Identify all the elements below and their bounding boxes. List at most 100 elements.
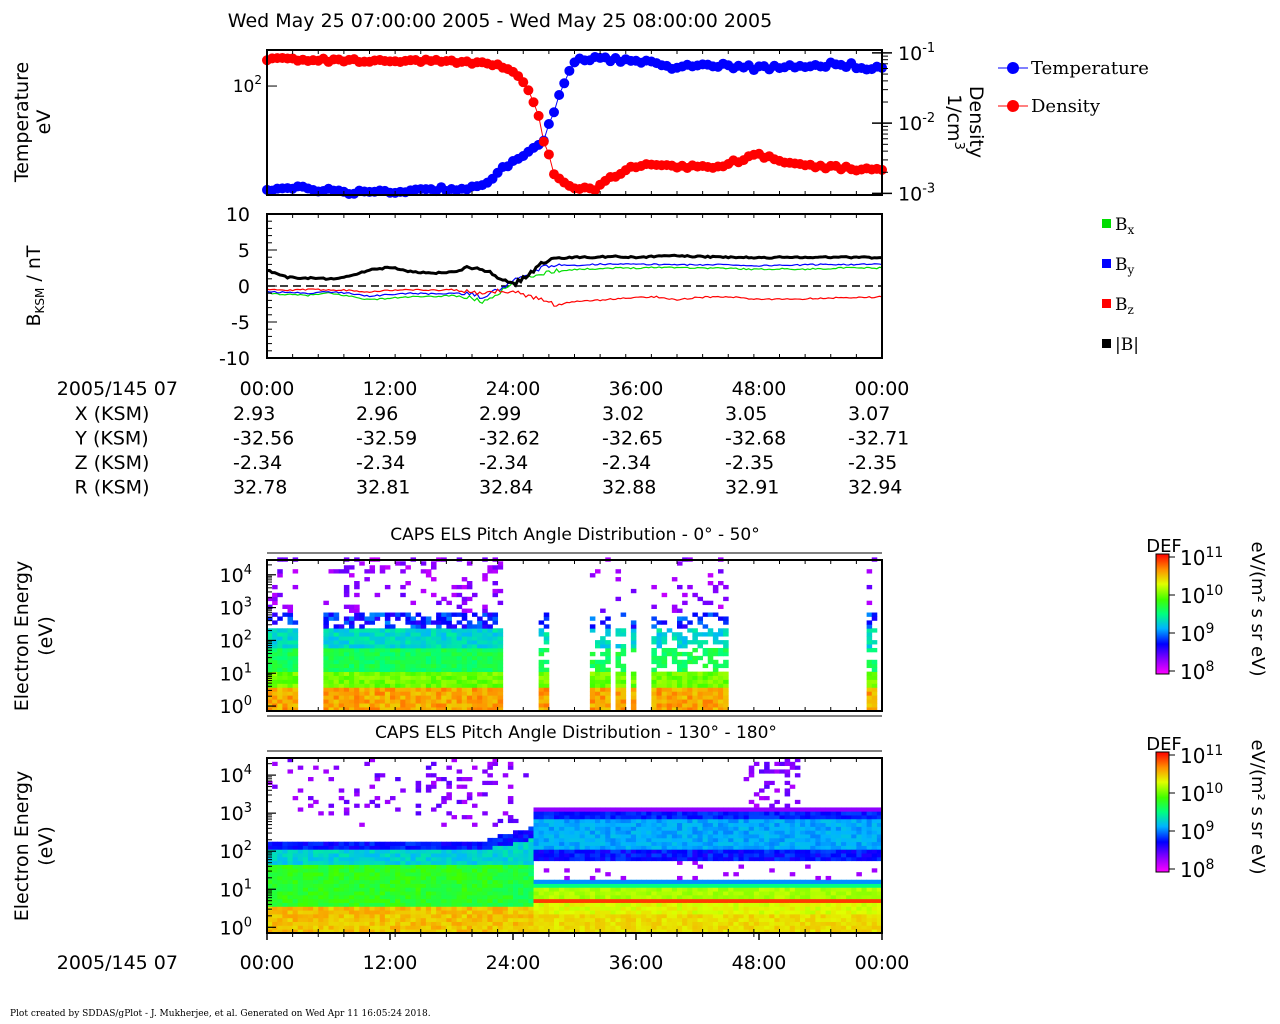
- spectrogram-cell: [287, 872, 294, 877]
- spectrogram-cell: [390, 856, 396, 862]
- spectrogram-cell: [707, 703, 714, 708]
- spectrogram-cell: [451, 875, 458, 881]
- spectrogram-cell: [436, 655, 442, 661]
- spectrogram-cell: [420, 663, 427, 669]
- spectrogram-cell: [543, 675, 550, 680]
- spectrogram-cell: [671, 891, 678, 896]
- spectrogram-cell: [630, 902, 637, 907]
- spectrogram-cell: [656, 695, 663, 700]
- spectrogram-cell: [461, 799, 468, 805]
- spectrogram-cell: [630, 644, 637, 649]
- spectrogram-cell: [595, 837, 601, 843]
- spectrogram-cell: [384, 616, 391, 621]
- spectrogram-cell: [277, 891, 283, 896]
- spectrogram-cell: [651, 879, 657, 884]
- spectrogram-cell: [400, 925, 406, 930]
- spectrogram-cell: [584, 894, 591, 900]
- spectrogram-cell: [405, 860, 411, 865]
- spectrogram-cell: [697, 703, 704, 708]
- spectrogram-cell: [282, 868, 288, 873]
- by-line: [266, 262, 883, 299]
- spectrogram-cell: [338, 860, 345, 865]
- spectrogram-cell: [349, 675, 355, 680]
- spectrogram-cell: [359, 906, 365, 911]
- spectrogram-cell: [569, 841, 575, 846]
- spectrogram-cell: [302, 883, 309, 888]
- spectrogram-cell: [323, 628, 329, 633]
- spectrogram-cell: [718, 687, 724, 692]
- spectrogram-cell: [384, 632, 391, 637]
- spectrogram-cell: [697, 826, 704, 831]
- spectrogram-cell: [779, 769, 786, 774]
- spectrogram-cell: [702, 675, 709, 680]
- spectrogram-cell: [712, 826, 719, 831]
- spectrogram-cell: [343, 856, 350, 862]
- spectrogram-cell: [630, 815, 637, 820]
- spectrogram-cell: [677, 640, 683, 645]
- spectrogram-cell: [436, 632, 442, 637]
- spectrogram-cell: [528, 864, 534, 869]
- spectrogram-cell: [625, 887, 632, 892]
- spectrogram-cell: [492, 910, 499, 915]
- spectrogram-cell: [425, 898, 432, 903]
- spectrogram-cell: [359, 845, 365, 850]
- spectrogram-cell: [400, 628, 406, 633]
- spectrogram-cell: [723, 699, 729, 704]
- spectrogram-cell: [425, 891, 432, 896]
- spectrogram-cell: [441, 894, 447, 900]
- spectrogram-cell: [333, 624, 340, 629]
- spectrogram-cell: [420, 849, 427, 854]
- spectrogram-cell: [733, 815, 739, 820]
- spectrogram-cell: [431, 898, 437, 903]
- spectrogram-cell: [384, 845, 391, 850]
- spectrogram-cell: [574, 856, 581, 862]
- spectrogram-cell: [328, 695, 335, 700]
- spectrogram-cell: [420, 707, 427, 712]
- spectrogram-cell: [318, 845, 324, 850]
- spectrogram-cell: [349, 883, 355, 888]
- spectrogram-cell: [354, 612, 360, 617]
- spectrogram-cell: [687, 655, 693, 661]
- spectrogram-cell: [543, 868, 550, 873]
- spectrogram-cell: [564, 868, 570, 873]
- spectrogram-cell: [395, 659, 401, 665]
- spectrogram-cell: [589, 671, 596, 676]
- spectrogram-cell: [395, 917, 401, 922]
- spectrogram-cell: [374, 875, 381, 881]
- spectrogram-cell: [400, 853, 406, 858]
- spectrogram-cell: [497, 647, 504, 653]
- spectrogram-cell: [436, 856, 442, 862]
- spectrogram-cell: [718, 913, 724, 919]
- spectrogram-cell: [487, 647, 493, 653]
- spectrogram-cell: [349, 902, 355, 907]
- spectrogram-cell: [267, 699, 273, 704]
- spectrogram-cell: [707, 651, 714, 657]
- spectrogram-cell: [277, 853, 283, 858]
- spectrogram-cell: [328, 902, 335, 907]
- spectrogram-cell: [277, 875, 283, 881]
- spectrogram-cell: [400, 841, 406, 846]
- spectrogram-cell: [548, 811, 555, 816]
- spectrogram-cell: [651, 826, 657, 831]
- spectrogram-cell: [589, 818, 596, 824]
- spectrogram-cell: [451, 655, 458, 661]
- spectrogram-cell: [610, 849, 616, 854]
- spectrogram-cell: [600, 671, 606, 676]
- spectrogram-cell: [425, 913, 432, 919]
- spectrogram-cell: [753, 792, 760, 797]
- spectrogram-cell: [477, 616, 483, 621]
- spectrogram-cell: [564, 822, 570, 827]
- spectrogram-cell: [384, 651, 391, 657]
- spectrogram-cell: [343, 620, 350, 625]
- spectrogram-cell: [707, 699, 714, 704]
- spectrogram-cell: [318, 906, 324, 911]
- spectrogram-cell: [702, 811, 709, 816]
- spectrogram-cell: [441, 636, 447, 641]
- spectrogram-cell: [446, 898, 452, 903]
- spectrogram-cell: [477, 620, 483, 625]
- spectrogram-cell: [600, 822, 606, 827]
- spectrogram-cell: [769, 826, 775, 831]
- spectrogram-cell: [866, 707, 873, 712]
- spectrogram-cell: [400, 671, 406, 676]
- spectrogram-cell: [866, 569, 873, 574]
